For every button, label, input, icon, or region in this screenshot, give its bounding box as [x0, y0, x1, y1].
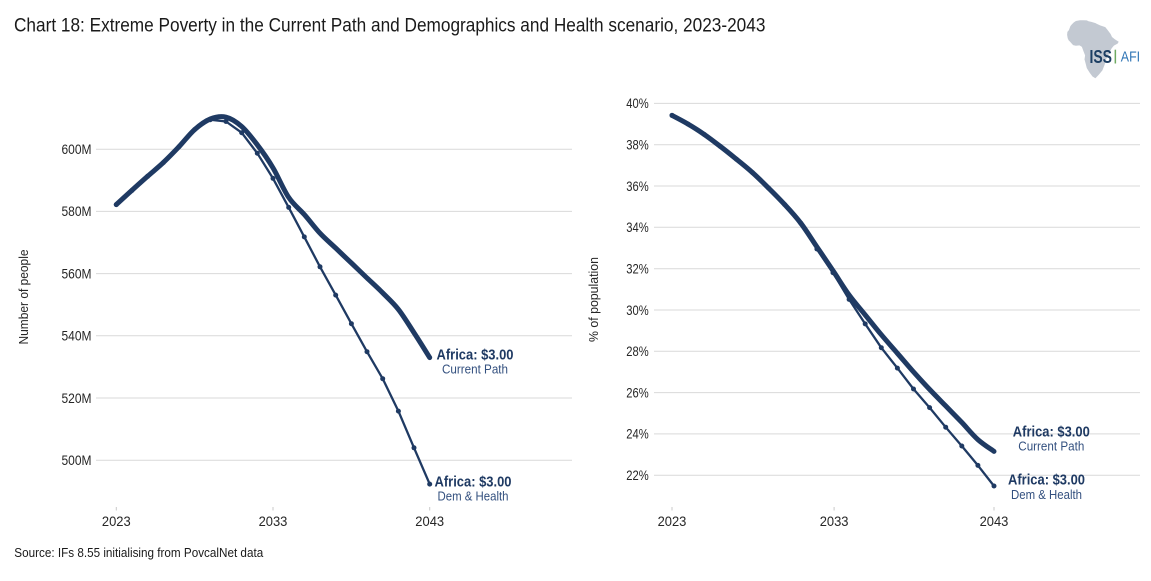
svg-text:40%: 40% — [626, 96, 648, 111]
svg-text:Dem & Health: Dem & Health — [1011, 487, 1082, 502]
svg-text:2033: 2033 — [820, 513, 849, 529]
svg-text:540M: 540M — [62, 329, 92, 344]
svg-text:AFI: AFI — [1121, 48, 1140, 65]
svg-text:Current Path: Current Path — [442, 362, 508, 377]
svg-text:24%: 24% — [626, 427, 648, 442]
svg-text:% of population: % of population — [586, 257, 601, 342]
svg-text:Africa: $3.00: Africa: $3.00 — [435, 475, 512, 491]
svg-text:34%: 34% — [626, 220, 648, 235]
svg-text:Africa: $3.00: Africa: $3.00 — [437, 348, 514, 364]
svg-text:26%: 26% — [626, 385, 648, 400]
svg-text:Source: IFs 8.55 initialising: Source: IFs 8.55 initialising from Povca… — [14, 545, 263, 560]
svg-text:Africa: $3.00: Africa: $3.00 — [1013, 425, 1090, 441]
svg-text:2043: 2043 — [980, 513, 1009, 529]
svg-text:600M: 600M — [62, 142, 92, 157]
svg-text:580M: 580M — [62, 204, 92, 219]
svg-text:Number of people: Number of people — [16, 250, 31, 345]
svg-text:28%: 28% — [626, 344, 648, 359]
svg-text:Current Path: Current Path — [1018, 439, 1084, 454]
svg-text:Africa: $3.00: Africa: $3.00 — [1008, 473, 1085, 489]
svg-text:38%: 38% — [626, 138, 648, 153]
svg-text:2023: 2023 — [102, 513, 131, 529]
svg-text:2023: 2023 — [658, 513, 687, 529]
svg-text:32%: 32% — [626, 262, 648, 277]
svg-text:2033: 2033 — [259, 513, 288, 529]
svg-text:Chart 18: Extreme Poverty in t: Chart 18: Extreme Poverty in the Current… — [14, 15, 765, 36]
svg-text:ISS: ISS — [1090, 46, 1113, 67]
svg-text:2043: 2043 — [415, 513, 444, 529]
svg-text:36%: 36% — [626, 179, 648, 194]
svg-text:Dem & Health: Dem & Health — [438, 489, 509, 504]
svg-text:520M: 520M — [62, 391, 92, 406]
svg-text:22%: 22% — [626, 468, 648, 483]
svg-text:30%: 30% — [626, 303, 648, 318]
svg-text:500M: 500M — [62, 453, 92, 468]
svg-text:560M: 560M — [62, 266, 92, 281]
